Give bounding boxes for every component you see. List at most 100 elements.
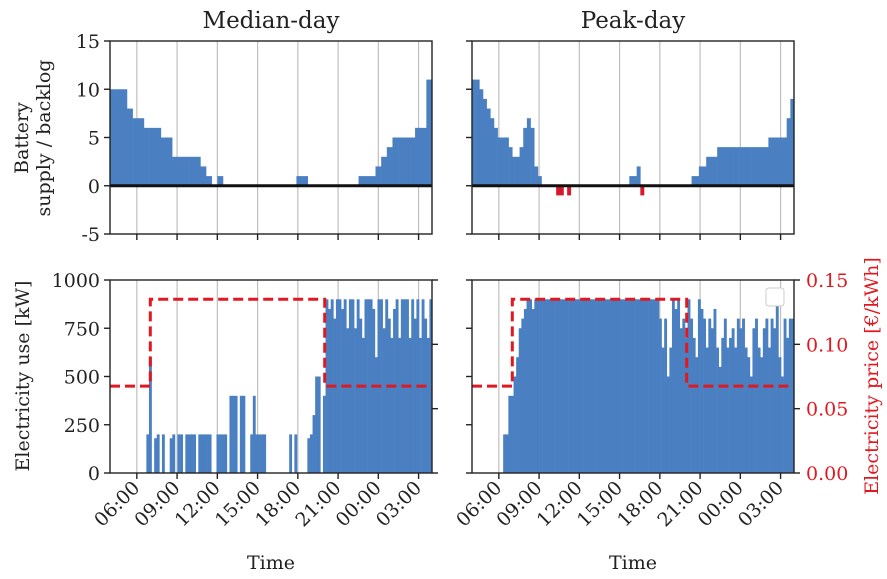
- bar: [169, 438, 173, 473]
- ytick-label: -5: [81, 224, 100, 246]
- bar: [588, 299, 592, 473]
- bar: [717, 147, 722, 186]
- bar: [515, 156, 520, 186]
- bar: [232, 395, 235, 473]
- bar: [731, 328, 735, 473]
- bar: [755, 318, 758, 473]
- bar: [381, 156, 388, 186]
- bar: [783, 318, 787, 473]
- bar: [328, 308, 332, 473]
- bar: [757, 147, 762, 186]
- xtick-label: 12:00: [533, 477, 587, 531]
- xlabel-median: Time: [247, 552, 295, 574]
- ytick-label: 1000: [52, 270, 100, 292]
- bar: [706, 156, 711, 186]
- bar: [557, 299, 561, 473]
- bar: [482, 98, 487, 186]
- bar: [620, 299, 623, 473]
- bar: [594, 299, 597, 473]
- bar: [121, 89, 128, 186]
- bar: [765, 318, 769, 473]
- bar: [762, 328, 766, 473]
- bar: [617, 299, 621, 473]
- bar: [504, 137, 509, 186]
- bar: [575, 299, 579, 473]
- bar: [565, 299, 569, 473]
- xtick-label: 21:00: [653, 477, 707, 531]
- bar: [684, 337, 688, 473]
- y2tick-label: 0.05: [806, 399, 848, 421]
- bar: [206, 434, 209, 473]
- bar: [636, 166, 641, 186]
- bar: [208, 434, 212, 473]
- bar: [568, 299, 571, 473]
- y2tick-label: 0.00: [806, 463, 848, 485]
- bar: [132, 118, 139, 186]
- bar: [255, 434, 259, 473]
- bar: [596, 299, 600, 473]
- bar: [731, 147, 736, 186]
- bar: [419, 337, 422, 473]
- bar: [581, 299, 584, 473]
- bar: [749, 376, 753, 473]
- bar: [190, 434, 194, 473]
- bar: [393, 308, 396, 473]
- bar: [361, 337, 365, 473]
- bar: [734, 347, 738, 473]
- price-line: [110, 297, 432, 388]
- bar: [242, 395, 246, 473]
- bar: [177, 434, 181, 473]
- bar: [656, 299, 660, 473]
- bar: [180, 434, 184, 473]
- bar: [392, 137, 399, 186]
- bar: [216, 434, 220, 473]
- bar: [736, 318, 740, 473]
- bar: [720, 147, 725, 186]
- bar: [709, 156, 714, 186]
- bar: [161, 434, 165, 473]
- bar: [312, 415, 316, 473]
- bar: [723, 318, 727, 473]
- bar: [513, 376, 517, 473]
- bar: [380, 299, 383, 473]
- bar: [172, 156, 179, 186]
- bar: [645, 299, 649, 473]
- bar: [409, 137, 416, 186]
- bar: [578, 299, 582, 473]
- bar: [148, 357, 152, 473]
- bar: [374, 357, 378, 473]
- bar: [761, 147, 766, 186]
- bar: [671, 299, 675, 473]
- bar: [739, 147, 744, 186]
- bar: [735, 147, 740, 186]
- xtick-label: 09:00: [130, 477, 184, 531]
- bar: [768, 347, 771, 473]
- bar: [149, 127, 156, 186]
- ytick-label: 250: [64, 415, 100, 437]
- bar: [521, 318, 525, 473]
- bar: [187, 434, 191, 473]
- bar: [612, 299, 616, 473]
- bar: [375, 166, 382, 186]
- bar: [408, 337, 412, 473]
- bar: [369, 176, 376, 186]
- bar: [386, 147, 393, 186]
- bar: [729, 337, 732, 473]
- bar: [289, 434, 293, 473]
- bar: [531, 308, 535, 473]
- bar: [110, 89, 116, 186]
- bar: [518, 328, 522, 473]
- bar: [512, 156, 517, 186]
- xtick-label: 06:00: [90, 477, 144, 531]
- bar: [716, 347, 719, 473]
- bar: [601, 299, 605, 473]
- bar: [786, 118, 791, 186]
- bar: [772, 137, 777, 186]
- bar: [643, 299, 647, 473]
- bar: [742, 318, 745, 473]
- ylabel-electricity-use: Electricity use [kW]: [12, 281, 34, 472]
- bar: [490, 118, 495, 186]
- bar: [155, 127, 162, 186]
- bar: [695, 176, 700, 186]
